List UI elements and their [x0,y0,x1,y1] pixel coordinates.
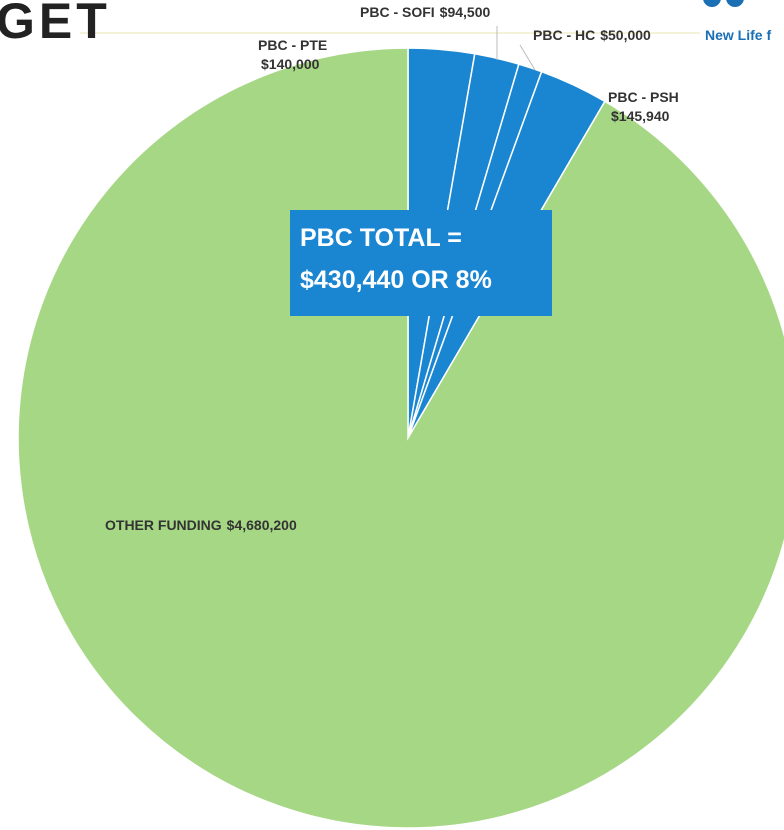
logo-shape [703,0,721,7]
slice-value: $145,940 [611,108,670,124]
slice-value: $94,500 [440,4,491,20]
slice-label: PBC - HC $50,000 [533,27,651,43]
slice-label: PBC - SOFI $94,500 [360,4,490,20]
slice-category: PBC - HC [533,27,595,43]
annotation-text: $430,440 OR 8% [300,266,492,294]
pie-slice [17,47,784,829]
slice-value: $50,000 [600,27,651,43]
pie [17,47,784,829]
slice-category: PBC - PSH [608,89,679,105]
logo-text: New Life f [705,27,771,43]
slice-label: PBC - PSH $145,940 [608,89,679,124]
slice-value: $140,000 [261,56,320,72]
slice-category: OTHER FUNDING [105,517,222,533]
logo-shape [726,0,744,7]
page-title: GET [0,0,111,49]
annotation-text: PBC TOTAL = [300,224,462,252]
slice-label: OTHER FUNDING $4,680,200 [105,517,297,533]
leader-line [519,44,536,71]
slice-label: PBC - PTE $140,000 [258,37,327,72]
slice-category: PBC - PTE [258,37,327,53]
annotation-box [290,210,552,316]
slice-category: PBC - SOFI [360,4,435,20]
slice-value: $4,680,200 [227,517,297,533]
